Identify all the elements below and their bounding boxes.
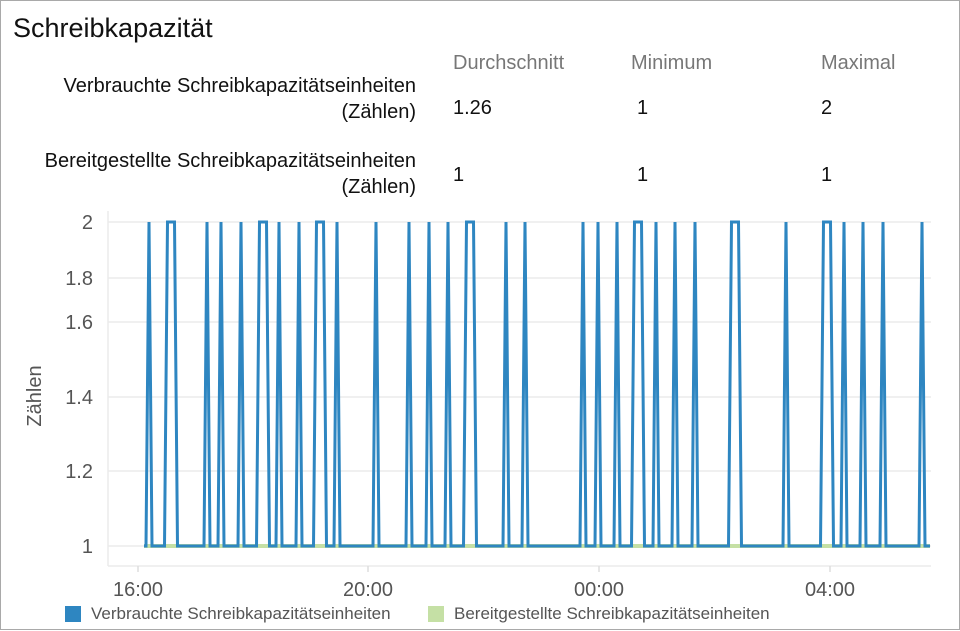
label-unit: (Zählen) <box>341 176 416 198</box>
x-tick-label: 04:00 <box>805 579 855 601</box>
stats-header-average: Durchschnitt <box>453 52 565 74</box>
legend-swatch-green <box>428 606 444 622</box>
y-tick-label: 1 <box>82 536 93 558</box>
series-consumed-line <box>144 220 930 548</box>
consumed-maximum-value: 2 <box>821 97 833 119</box>
y-tick-label: 1.6 <box>65 312 93 334</box>
grid-lines <box>107 211 931 567</box>
x-axis-ticks: 16:00 20:00 00:00 04:00 <box>113 566 855 601</box>
legend-label: Verbrauchte Schreibkapazitätseinheiten <box>91 604 391 623</box>
stats-row-provisioned-label: Bereitgestellte Schreibkapazitätseinheit… <box>45 148 416 200</box>
y-tick-label: 2 <box>82 212 93 234</box>
x-tick-label: 20:00 <box>343 579 393 601</box>
legend-label: Bereitgestellte Schreibkapazitätseinheit… <box>454 604 770 623</box>
y-axis-ticks: 2 1.8 1.6 1.4 1.2 1 <box>65 212 93 558</box>
label-unit: (Zählen) <box>341 101 416 123</box>
stats-header-maximum: Maximal <box>821 52 896 74</box>
stats-row-consumed-label: Verbrauchte Schreibkapazitätseinheiten (… <box>64 73 416 125</box>
stats-header-minimum: Minimum <box>631 52 713 74</box>
provisioned-minimum-value: 1 <box>637 164 649 186</box>
consumed-average-value: 1.26 <box>453 97 492 119</box>
y-tick-label: 1.2 <box>65 461 93 483</box>
y-tick-label: 1.8 <box>65 268 93 290</box>
provisioned-maximum-value: 1 <box>821 164 833 186</box>
label-line: Verbrauchte Schreibkapazitätseinheiten <box>63 75 416 97</box>
legend-swatch-blue <box>65 606 81 622</box>
legend-item-provisioned[interactable]: Bereitgestellte Schreibkapazitätseinheit… <box>428 604 770 624</box>
label-line: Bereitgestellte Schreibkapazitätseinheit… <box>44 150 416 172</box>
x-tick-label: 16:00 <box>113 579 163 601</box>
x-tick-label: 00:00 <box>574 579 624 601</box>
consumed-minimum-value: 1 <box>637 97 649 119</box>
chart-title: Schreibkapazität <box>13 13 213 43</box>
y-tick-label: 1.4 <box>65 387 93 409</box>
legend-item-consumed[interactable]: Verbrauchte Schreibkapazitätseinheiten <box>65 604 391 624</box>
y-axis-label: Zählen <box>24 365 46 426</box>
provisioned-average-value: 1 <box>453 164 465 186</box>
